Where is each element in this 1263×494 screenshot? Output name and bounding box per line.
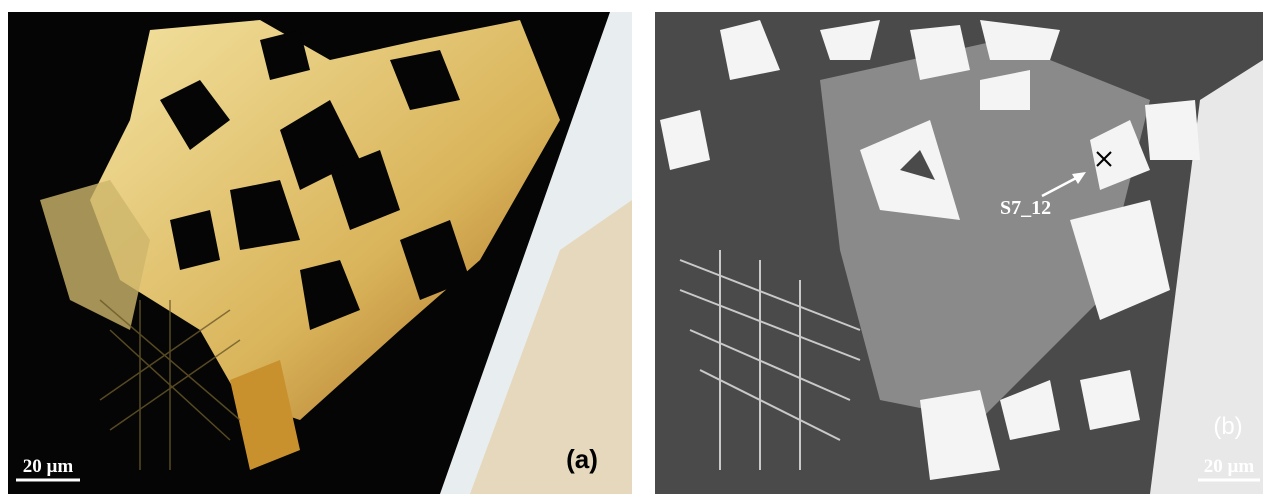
panel-a: 20 µm (a)	[8, 12, 632, 494]
panel-label: (b)	[1213, 413, 1242, 440]
scale-label: 20 µm	[1204, 456, 1255, 477]
annotation: S7_12	[1000, 197, 1051, 219]
page: 20 µm (a)	[0, 0, 1263, 494]
scale-label: 20 µm	[23, 456, 74, 477]
figure: 20 µm (a)	[0, 0, 1263, 494]
panel-label: (a)	[566, 444, 598, 474]
panel-b: S7_12 20 µm (b)	[655, 12, 1263, 494]
